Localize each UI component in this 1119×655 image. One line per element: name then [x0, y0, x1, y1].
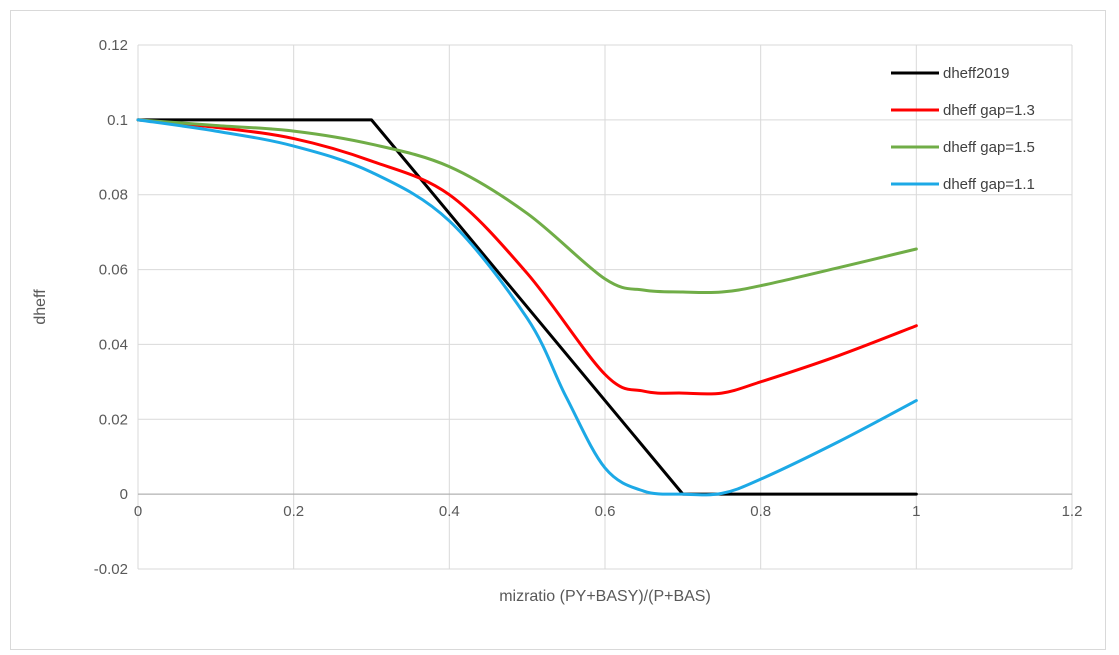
series-layer [136, 118, 918, 497]
series-line-4 [136, 118, 918, 497]
y-tick-label: 0.02 [99, 411, 128, 428]
y-tick-label: -0.02 [94, 561, 128, 578]
y-tick-label: 0.08 [99, 187, 128, 204]
y-tick-label: 0.1 [107, 112, 128, 129]
legend-label-4: dheff gap=1.1 [943, 176, 1035, 193]
series-line-2 [136, 118, 918, 396]
x-tick-label: 1.2 [1062, 503, 1083, 520]
chart-frame: 0 0.2 0.4 0.6 0.8 1 1.2 -0.02 0 0.02 0.04 0.06 0.08 0… [10, 10, 1106, 650]
x-tick-label: 1 [912, 503, 920, 520]
y-tick-label: 0.06 [99, 262, 128, 279]
x-tick-label: 0.4 [439, 503, 460, 520]
legend-label-1: dheff2019 [943, 65, 1009, 82]
line-chart: 0 0.2 0.4 0.6 0.8 1 1.2 -0.02 0 0.02 0.04 0.06 0.08 0… [32, 37, 1083, 605]
x-tick-label: 0.2 [283, 503, 304, 520]
y-tick-label: 0 [120, 486, 128, 503]
legend-label-3: dheff gap=1.5 [943, 139, 1035, 156]
y-tick-label: 0.04 [99, 336, 128, 353]
x-tick-label: 0.6 [595, 503, 616, 520]
series-line-1 [136, 118, 918, 496]
x-tick-label: 0 [134, 503, 142, 520]
grid-layer [137, 44, 1073, 570]
y-axis-title: dheff [32, 289, 49, 325]
legend-label-2: dheff gap=1.3 [943, 102, 1035, 119]
series-line-3 [136, 118, 918, 295]
y-tick-label: 0.12 [99, 37, 128, 54]
x-tick-label: 0.8 [750, 503, 771, 520]
x-axis-title: mizratio (PY+BASY)/(P+BAS) [499, 588, 711, 605]
tick-labels: 0 0.2 0.4 0.6 0.8 1 1.2 -0.02 0 0.02 0.04 0.06 0.08 0… [94, 37, 1083, 578]
legend: dheff2019 dheff gap=1.3 dheff gap=1.5 dheff… [891, 65, 1035, 193]
